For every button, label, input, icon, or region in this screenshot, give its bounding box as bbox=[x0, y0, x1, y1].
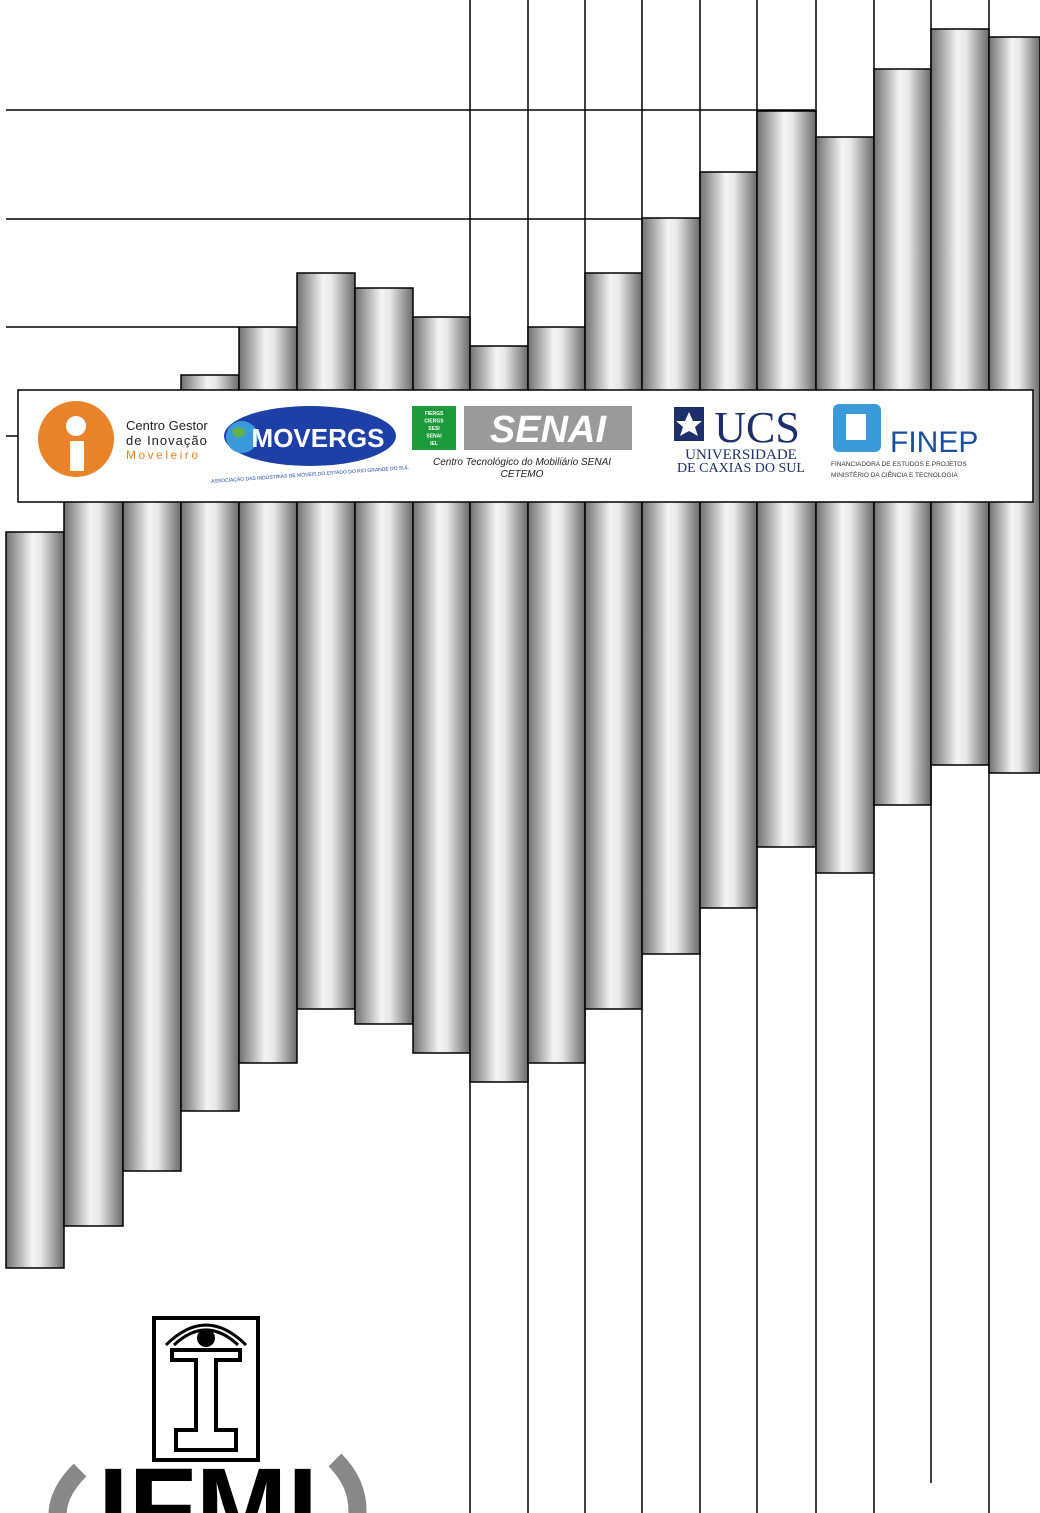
cylinder bbox=[63, 489, 124, 1227]
cgi-line2: de Inovação bbox=[126, 433, 208, 448]
senai-system-name: CIERGS bbox=[424, 419, 444, 425]
ifmi-logo: IFMI bbox=[48, 1316, 367, 1513]
ucs-line2: DE CAXIAS DO SUL bbox=[677, 461, 805, 476]
cylinder bbox=[815, 136, 875, 874]
senai-system-name: IEL bbox=[430, 441, 438, 447]
senai-line1: Centro Tecnológico do Mobiliário SENAI bbox=[433, 457, 611, 468]
cylinder bbox=[699, 171, 758, 909]
senai-system-name: SESI bbox=[428, 426, 440, 432]
senai-system-name: FIERGS bbox=[425, 411, 444, 417]
senai-line2: CETEMO bbox=[501, 469, 544, 480]
cylinder bbox=[122, 434, 182, 1172]
cylinder bbox=[584, 272, 643, 1010]
cylinder bbox=[641, 217, 701, 955]
senai-system-name: SENAI bbox=[426, 434, 442, 440]
finep-name: FINEP bbox=[890, 426, 978, 459]
cgi-line1: Centro Gestor bbox=[126, 418, 208, 433]
decoration bbox=[5, 0, 1040, 1513]
ucs-name: UCS bbox=[714, 403, 800, 452]
cylinder bbox=[5, 531, 65, 1269]
finep-line1: FINANCIADORA DE ESTUDOS E PROJETOS bbox=[831, 461, 967, 468]
senai-name: SENAI bbox=[490, 409, 608, 451]
ifmi-text: IFMI bbox=[98, 1446, 318, 1513]
ucs-line1: UNIVERSIDADE bbox=[685, 447, 797, 463]
finep-line2: MINISTÉRIO DA CIÊNCIA E TECNOLOGIA bbox=[831, 470, 958, 479]
movergs-name: MOVERGS bbox=[252, 423, 385, 453]
cylinder bbox=[296, 272, 356, 1010]
cgi-line3: Moveleiro bbox=[126, 448, 201, 462]
logo-banner: Centro Gestor de Inovação Moveleiro MOVE… bbox=[17, 389, 1034, 503]
